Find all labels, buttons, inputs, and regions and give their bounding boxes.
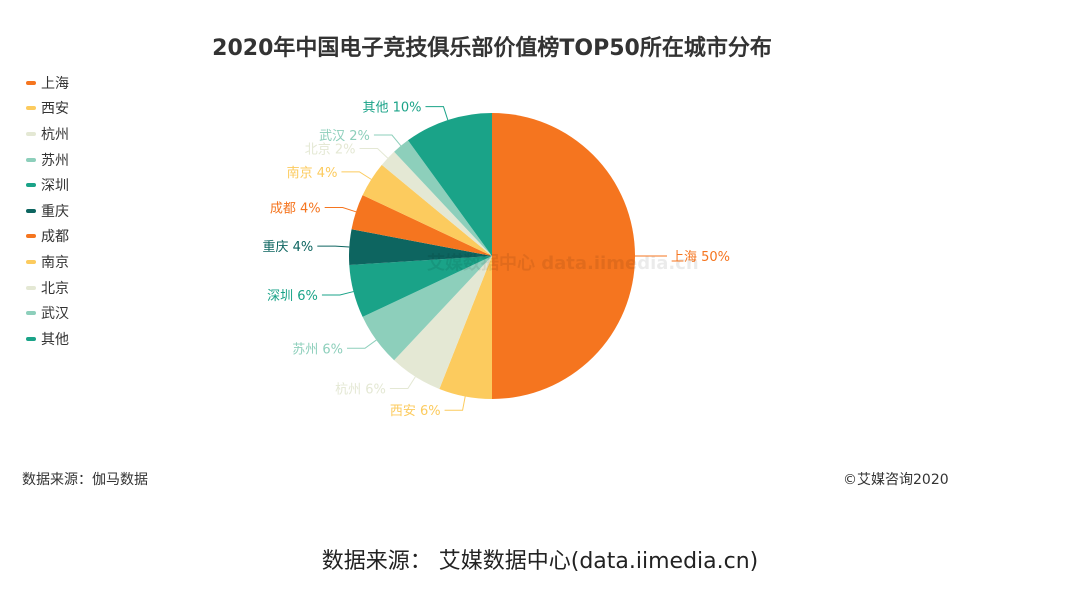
source-note: 数据来源：伽马数据: [22, 472, 148, 488]
legend-label: 苏州: [41, 152, 69, 169]
legend-swatch: [26, 131, 36, 136]
legend-swatch: [26, 311, 36, 316]
leader-line: [425, 106, 449, 121]
leader-line: [444, 396, 466, 411]
data-label: 武汉 2%: [319, 129, 370, 144]
legend-item[interactable]: 上海: [26, 70, 69, 96]
legend-item[interactable]: 杭州: [26, 121, 69, 147]
leader-line: [317, 245, 350, 248]
legend-item[interactable]: 西安: [26, 96, 69, 122]
data-label: 重庆 4%: [263, 239, 314, 255]
legend-item[interactable]: 深圳: [26, 172, 69, 198]
legend-item[interactable]: 其他: [26, 326, 69, 352]
legend-swatch: [26, 234, 36, 239]
legend-label: 西安: [41, 101, 69, 118]
leader-line: [341, 171, 372, 180]
legend-item[interactable]: 苏州: [26, 147, 69, 173]
data-label: 杭州 6%: [335, 383, 386, 398]
data-label: 西安 6%: [390, 404, 441, 419]
pie-slice[interactable]: [349, 229, 492, 265]
data-label: 成都 4%: [270, 201, 321, 216]
copyright: ©艾媒咨询2020: [843, 472, 949, 488]
legend-swatch: [26, 157, 36, 162]
pie-slice[interactable]: [439, 256, 492, 399]
leader-line: [321, 291, 354, 296]
legend-label: 重庆: [41, 203, 69, 220]
legend-label: 南京: [41, 254, 69, 271]
legend-label: 深圳: [41, 178, 69, 195]
legend-item[interactable]: 武汉: [26, 300, 69, 326]
legend-label: 武汉: [41, 306, 69, 323]
legend-label: 上海: [41, 75, 69, 92]
data-label: 深圳 6%: [267, 289, 318, 304]
pie-slice[interactable]: [351, 195, 492, 256]
legend-item[interactable]: 重庆: [26, 198, 69, 224]
legend-swatch: [26, 336, 36, 341]
legend-swatch: [26, 285, 36, 290]
pie-slice[interactable]: [407, 113, 492, 256]
footer-source: 数据来源： 艾媒数据中心(data.iimedia.cn): [321, 549, 759, 574]
pie-slice[interactable]: [492, 113, 635, 399]
data-label: 北京 2%: [305, 143, 356, 158]
leader-line: [324, 206, 357, 213]
legend-label: 北京: [41, 280, 69, 297]
legend-swatch: [26, 183, 36, 188]
data-label: 苏州 6%: [292, 341, 343, 357]
legend-swatch: [26, 106, 36, 111]
pie-slice[interactable]: [381, 151, 492, 256]
data-label: 南京 4%: [287, 165, 338, 181]
data-label: 其他 10%: [362, 101, 421, 116]
pie-slice[interactable]: [349, 256, 492, 317]
legend-item[interactable]: 成都: [26, 224, 69, 250]
legend-item[interactable]: 南京: [26, 249, 69, 275]
pie-slice[interactable]: [394, 140, 492, 256]
legend: 上海西安杭州苏州深圳重庆成都南京北京武汉其他: [26, 70, 69, 352]
leader-line: [346, 339, 377, 349]
legend-label: 其他: [41, 331, 69, 348]
legend-label: 成都: [41, 229, 69, 246]
leader-line: [373, 134, 402, 147]
watermark: 艾媒数据中心 data.iimedia.cn: [427, 252, 699, 274]
data-label: 上海 50%: [671, 250, 730, 265]
pie-slice[interactable]: [394, 256, 492, 389]
pie-slice[interactable]: [362, 164, 492, 256]
legend-label: 杭州: [41, 126, 69, 143]
legend-item[interactable]: 北京: [26, 275, 69, 301]
pie-slice[interactable]: [362, 256, 492, 361]
leader-line: [359, 148, 389, 159]
leader-line: [389, 376, 416, 390]
chart-title: 2020年中国电子竞技俱乐部价值榜TOP50所在城市分布: [212, 36, 772, 61]
legend-swatch: [26, 80, 36, 85]
legend-swatch: [26, 208, 36, 213]
legend-swatch: [26, 259, 36, 264]
